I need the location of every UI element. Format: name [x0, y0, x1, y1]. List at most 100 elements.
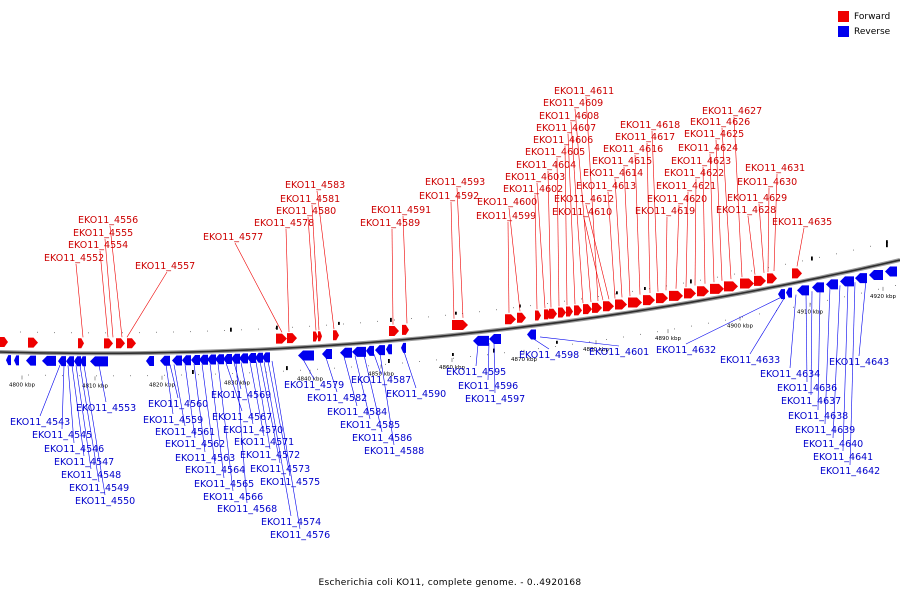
guide-dot — [198, 374, 199, 376]
leader-line — [508, 207, 521, 312]
gene-arrow — [160, 355, 170, 366]
leader-line — [307, 216, 317, 331]
gene-arrow — [74, 356, 81, 367]
gene-arrow — [840, 276, 854, 287]
gene-arrow — [276, 333, 287, 344]
gene-label-eko11-4569: EKO11_4569 — [211, 390, 271, 401]
leader-line — [685, 191, 689, 288]
leader-line — [507, 221, 510, 313]
gene-label-eko11-4641: EKO11_4641 — [813, 452, 873, 463]
gene-label-eko11-4628: EKO11_4628 — [716, 205, 776, 216]
feature-mark — [811, 256, 813, 261]
gene-label-eko11-4555: EKO11_4555 — [73, 228, 133, 239]
guide-dot — [836, 253, 837, 255]
gene-arrow — [58, 356, 66, 367]
gene-arrow — [231, 353, 240, 364]
axis-tick-label: 4810 kbp — [82, 383, 108, 389]
guide-dot — [164, 374, 165, 376]
guide-dot — [385, 363, 386, 365]
guide-dot — [130, 375, 131, 377]
leader-line — [715, 139, 723, 281]
axis-tick-label: 4870 kbp — [511, 357, 537, 363]
leader-line — [235, 362, 248, 504]
guide-dot — [275, 327, 276, 329]
guide-dot — [249, 372, 250, 374]
leader-line — [285, 228, 290, 333]
gene-arrow — [215, 354, 224, 365]
gene-label-eko11-4627: EKO11_4627 — [702, 106, 762, 117]
leader-line — [456, 187, 464, 318]
gene-arrow — [583, 304, 592, 315]
guide-dot — [487, 354, 488, 356]
gene-arrow — [333, 330, 339, 341]
gene-arrow — [517, 312, 526, 323]
guide-dot — [343, 323, 344, 325]
gene-arrow — [535, 310, 541, 321]
gene-label-eko11-4575: EKO11_4575 — [260, 477, 320, 488]
gene-label-eko11-4607: EKO11_4607 — [536, 123, 596, 134]
guide-dot — [232, 373, 233, 374]
leader-line — [325, 357, 338, 393]
genome-caption: Escherichia coli KO11, complete genome. … — [318, 578, 582, 588]
gene-label-eko11-4592: EKO11_4592 — [419, 191, 479, 202]
leader-line — [733, 116, 743, 278]
guide-dot — [334, 367, 335, 369]
leader-line — [475, 344, 479, 367]
gene-label-eko11-4567: EKO11_4567 — [212, 412, 272, 423]
feature-mark — [556, 340, 558, 344]
leader-line — [646, 142, 651, 294]
gene-label-eko11-4622: EKO11_4622 — [664, 168, 724, 179]
gene-arrow — [489, 334, 501, 345]
gene-label-eko11-4580: EKO11_4580 — [276, 206, 336, 217]
leader-line — [817, 289, 821, 411]
gene-label-eko11-4599: EKO11_4599 — [476, 211, 536, 222]
leader-line — [217, 363, 234, 492]
guide-dot — [717, 276, 718, 278]
leader-line — [403, 351, 417, 389]
gene-label-eko11-4640: EKO11_4640 — [803, 439, 863, 450]
guide-dot — [853, 249, 854, 251]
gene-label-eko11-4639: EKO11_4639 — [795, 425, 855, 436]
gene-label-eko11-4553: EKO11_4553 — [76, 403, 136, 414]
gene-arrow — [313, 331, 318, 342]
gene-arrow — [786, 287, 792, 298]
gene-arrow — [778, 289, 785, 300]
gene-label-eko11-4550: EKO11_4550 — [75, 496, 135, 507]
gene-label-eko11-4587: EKO11_4587 — [351, 375, 411, 386]
guide-dot — [436, 359, 437, 361]
guide-dot — [496, 309, 497, 311]
leader-line — [824, 287, 831, 425]
gene-arrow — [375, 345, 385, 356]
guide-dot — [428, 316, 429, 318]
gene-label-eko11-4585: EKO11_4585 — [340, 420, 400, 431]
guide-dot — [598, 296, 599, 297]
gene-label-eko11-4620: EKO11_4620 — [647, 194, 707, 205]
guide-dot — [657, 331, 658, 333]
gene-label-eko11-4611: EKO11_4611 — [554, 86, 614, 97]
leader-line — [71, 365, 85, 457]
leader-line — [805, 292, 808, 383]
gene-arrow — [452, 320, 468, 331]
gene-label-eko11-4626: EKO11_4626 — [690, 117, 750, 128]
gene-label-eko11-4625: EKO11_4625 — [684, 129, 744, 140]
guide-dot — [751, 270, 752, 272]
leader-line — [547, 170, 552, 308]
gene-label-eko11-4629: EKO11_4629 — [727, 193, 787, 204]
gene-arrow — [558, 307, 566, 318]
feature-mark — [230, 327, 232, 332]
leader-line — [126, 271, 168, 338]
guide-dot — [28, 374, 29, 376]
leader-line — [842, 283, 849, 452]
leader-line — [234, 242, 283, 333]
gene-arrow — [80, 356, 86, 367]
guide-dot — [623, 336, 624, 338]
gene-label-eko11-4619: EKO11_4619 — [635, 206, 695, 217]
guide-dot — [861, 292, 862, 294]
leader-line — [694, 178, 697, 286]
gene-label-eko11-4618: EKO11_4618 — [620, 120, 680, 131]
gene-arrow — [146, 355, 154, 366]
gene-arrow — [697, 286, 709, 297]
guide-dot — [326, 324, 327, 326]
leader-line — [169, 364, 179, 399]
guide-dot — [581, 298, 582, 300]
